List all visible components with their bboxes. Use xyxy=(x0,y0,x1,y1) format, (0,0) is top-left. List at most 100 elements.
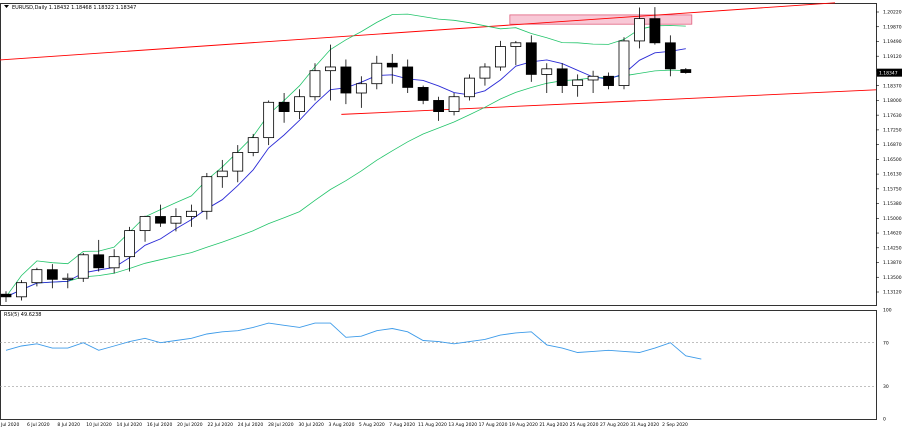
candle-body xyxy=(185,210,197,217)
price-axis-label: 1.20220 xyxy=(883,10,902,16)
channel-lower-line xyxy=(341,89,877,115)
time-axis-label: 2 Jul 2020 xyxy=(0,422,19,428)
price-axis-label: 1.15380 xyxy=(883,201,902,207)
main-chart-frame xyxy=(0,3,877,306)
candle-body xyxy=(201,176,213,212)
candle-body xyxy=(325,66,336,72)
symbol-header: EURUSD,Daily 1.18432 1.18468 1.18322 1.1… xyxy=(12,5,136,11)
candle-body xyxy=(93,254,105,269)
time-axis-label: 27 Aug 2020 xyxy=(600,422,629,428)
time-axis-label: 6 Jul 2020 xyxy=(27,422,50,428)
candle-body xyxy=(340,66,352,94)
price-axis-label: 1.16500 xyxy=(883,157,902,163)
price-axis-label: 1.16130 xyxy=(883,172,902,178)
candle-body xyxy=(417,87,429,101)
time-axis-label: 14 Jul 2020 xyxy=(117,422,143,428)
candle-body xyxy=(0,293,12,298)
time-axis-label: 13 Aug 2020 xyxy=(448,422,477,428)
time-axis-label: 3 Aug 2020 xyxy=(329,422,355,428)
candle-body xyxy=(355,83,367,94)
price-axis-label: 1.18370 xyxy=(883,83,902,89)
candle-body xyxy=(216,170,228,178)
candle-body xyxy=(587,75,599,81)
channel-upper-line xyxy=(0,2,836,61)
time-axis-label: 21 Aug 2020 xyxy=(539,422,568,428)
candle-body xyxy=(31,269,43,284)
symbol-arrow-icon xyxy=(4,5,9,8)
candle-body xyxy=(108,256,120,269)
price-axis-label: 1.15000 xyxy=(883,216,902,222)
candle-body xyxy=(541,68,553,75)
candle-body xyxy=(402,66,414,88)
time-axis-label: 2 Sep 2020 xyxy=(662,422,688,428)
price-axis-label: 1.13120 xyxy=(883,290,902,296)
candle-body xyxy=(263,101,275,139)
candle-body xyxy=(618,40,630,86)
time-axis-label: 25 Aug 2020 xyxy=(570,422,599,428)
candle-body xyxy=(16,282,27,298)
candle-body xyxy=(525,42,537,75)
candle-body xyxy=(247,137,259,153)
time-axis-label: 22 Jul 2020 xyxy=(207,422,233,428)
time-axis-label: 7 Aug 2020 xyxy=(389,422,415,428)
rsi-axis-label: 100 xyxy=(883,308,892,314)
candle-body xyxy=(386,62,398,68)
resistance-zone xyxy=(509,14,693,25)
price-axis-label: 1.14250 xyxy=(883,245,902,251)
candle-body xyxy=(448,96,460,113)
time-axis-label: 20 Jul 2020 xyxy=(177,422,203,428)
candle-body xyxy=(170,216,182,224)
price-axis-label: 1.19870 xyxy=(883,24,902,30)
candle-body xyxy=(309,70,321,98)
rsi-panel-frame xyxy=(0,310,877,420)
price-axis-label: 1.19120 xyxy=(883,54,902,60)
current-price-marker xyxy=(877,68,902,77)
price-axis-label: 1.17630 xyxy=(883,113,902,119)
candle-body xyxy=(139,216,151,232)
time-axis-label: 28 Jul 2020 xyxy=(268,422,294,428)
candle-body xyxy=(664,42,676,70)
candle-body xyxy=(62,277,74,280)
price-axis-label: 1.13500 xyxy=(883,275,902,281)
price-axis-label: 1.13870 xyxy=(883,260,902,266)
price-axis-label: 1.14620 xyxy=(883,231,902,237)
time-axis-label: 10 Jul 2020 xyxy=(86,422,112,428)
candle-body xyxy=(556,68,568,86)
candle-body xyxy=(634,18,645,42)
price-axis-label: 1.17250 xyxy=(883,127,902,133)
rsi-label: RSI(5) 49.6238 xyxy=(4,312,41,318)
time-axis-label: 11 Aug 2020 xyxy=(418,422,447,428)
time-axis-label: 5 Aug 2020 xyxy=(359,422,385,428)
time-axis-label: 24 Jul 2020 xyxy=(238,422,264,428)
candle-body xyxy=(494,46,506,68)
candle-body xyxy=(294,96,305,113)
rsi-axis-label: 70 xyxy=(883,340,889,346)
price-axis-label: 1.19490 xyxy=(883,39,902,45)
candle-body xyxy=(371,62,383,85)
candle-body xyxy=(124,230,135,258)
price-axis-label: 1.18000 xyxy=(883,98,902,104)
rsi-axis-label: 0 xyxy=(883,417,886,423)
time-axis-label: 31 Aug 2020 xyxy=(630,422,659,428)
time-axis-label: 17 Aug 2020 xyxy=(479,422,508,428)
current-price-label: 1.18347 xyxy=(879,70,898,76)
candle-body xyxy=(464,77,475,98)
candle-body xyxy=(232,152,244,172)
candle-body xyxy=(46,269,58,280)
candle-body xyxy=(479,66,491,79)
candle-body xyxy=(680,69,692,73)
candle-body xyxy=(155,216,166,224)
candle-body xyxy=(278,101,290,113)
price-axis-label: 1.15750 xyxy=(883,186,902,192)
candle-body xyxy=(572,79,584,86)
time-axis-label: 16 Jul 2020 xyxy=(147,422,173,428)
candle-body xyxy=(77,254,89,279)
rsi-line xyxy=(5,322,702,360)
candle-body xyxy=(649,18,661,44)
time-axis-label: 19 Aug 2020 xyxy=(509,422,538,428)
price-axis-label: 1.16870 xyxy=(883,142,902,148)
candle-body xyxy=(433,100,445,113)
time-axis-label: 30 Jul 2020 xyxy=(298,422,324,428)
